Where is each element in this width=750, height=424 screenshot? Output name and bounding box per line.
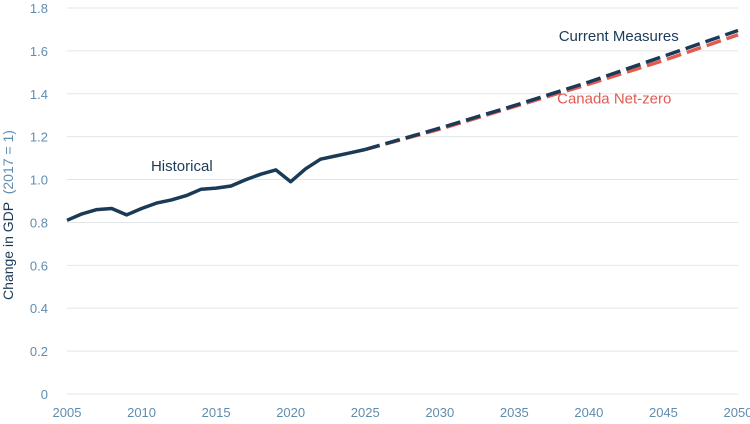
- x-tick-label: 2050: [724, 405, 750, 420]
- series-label: Historical: [151, 158, 213, 175]
- series-line-historical: [66, 147, 366, 222]
- y-tick-labels: 0 0.2 0.4 0.6 0.8 1.0 1.2 1.4 1.6 1.8: [30, 1, 48, 402]
- x-tick-label: 2025: [351, 405, 380, 420]
- x-tick-label: 2020: [276, 405, 305, 420]
- y-tick-label: 0.4: [30, 301, 48, 316]
- y-tick-label: 0.8: [30, 215, 48, 230]
- series-label: Canada Net-zero: [557, 90, 671, 107]
- y-tick-label: 0.6: [30, 258, 48, 273]
- x-tick-labels: 2005 2010 2015 2020 2025 2030 2035 2040 2045 2050: [53, 405, 750, 420]
- x-tick-label: 2040: [574, 405, 603, 420]
- x-tick-label: 2045: [649, 405, 678, 420]
- y-tick-label: 1.4: [30, 87, 48, 102]
- y-tick-label: 1.2: [30, 130, 48, 145]
- series-line-current-measures: [364, 28, 739, 152]
- series-lines: [66, 28, 739, 222]
- grid-lines: [67, 7, 738, 395]
- x-tick-label: 2010: [127, 405, 156, 420]
- y-tick-label: 1.6: [30, 44, 48, 59]
- y-tick-label: 0: [41, 387, 48, 402]
- series-labels: Historical Current Measures Canada Net-zer…: [151, 28, 679, 175]
- x-tick-label: 2005: [53, 405, 82, 420]
- x-tick-label: 2015: [202, 405, 231, 420]
- y-tick-label: 0.2: [30, 344, 48, 359]
- x-tick-label: 2035: [500, 405, 529, 420]
- x-tick-label: 2030: [425, 405, 454, 420]
- y-axis-label-main: Change in GDP: [0, 202, 16, 300]
- y-axis-label: Change in GDP (2017 = 1): [0, 130, 16, 300]
- y-tick-label: 1.8: [30, 1, 48, 16]
- y-axis-label-note: (2017 = 1): [0, 130, 16, 194]
- y-tick-label: 1.0: [30, 173, 48, 188]
- series-label: Current Measures: [559, 28, 679, 45]
